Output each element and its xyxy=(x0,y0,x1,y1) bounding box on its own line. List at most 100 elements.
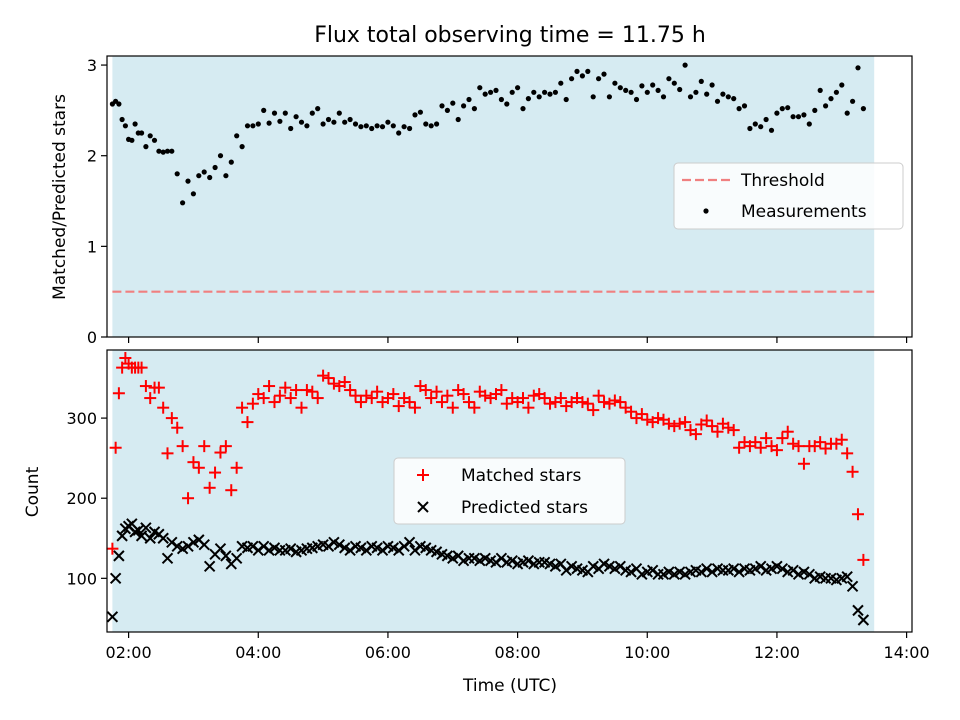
matched-point xyxy=(419,384,432,397)
measurement-point xyxy=(196,173,202,179)
predicted-point xyxy=(728,563,740,575)
measurement-point xyxy=(174,171,180,177)
predicted-point xyxy=(106,611,119,623)
measurement-point xyxy=(693,89,699,95)
measurement-point xyxy=(660,94,667,100)
measurement-point xyxy=(509,89,515,95)
matched-point xyxy=(797,457,810,470)
matched-point xyxy=(441,389,454,402)
matched-point xyxy=(246,397,259,410)
matched-point xyxy=(581,397,594,410)
measurement-point xyxy=(515,85,521,91)
measurement-point xyxy=(687,94,694,100)
matched-point xyxy=(219,440,232,453)
matched-point xyxy=(706,420,719,433)
measurement-point xyxy=(169,148,175,154)
measurement-point xyxy=(574,68,580,74)
matched-point xyxy=(592,389,605,402)
measurement-point xyxy=(201,169,207,175)
measurement-point xyxy=(823,103,829,109)
predicted-point xyxy=(230,552,243,565)
predicted-point xyxy=(214,542,227,555)
matched-point xyxy=(625,405,638,418)
matched-point xyxy=(711,425,724,438)
measurement-point xyxy=(412,112,418,118)
matched-point xyxy=(787,437,800,450)
measurement-point xyxy=(352,121,359,127)
measurement-point xyxy=(439,103,445,109)
measurement-point xyxy=(132,121,138,127)
predicted-point xyxy=(140,522,152,534)
threshold-legend-label: Threshold xyxy=(740,171,825,191)
matched-point xyxy=(760,432,773,445)
predicted-point xyxy=(403,536,416,548)
matched-point xyxy=(554,392,567,405)
measurement-point xyxy=(628,89,634,95)
measurement-point xyxy=(277,118,283,124)
measurement-point xyxy=(758,124,764,130)
matched-point xyxy=(495,384,508,397)
measurement-point xyxy=(336,110,342,116)
measurement-point xyxy=(850,98,856,104)
measurement-point xyxy=(779,106,785,112)
matched-point xyxy=(203,481,216,494)
measurement-point xyxy=(547,91,553,97)
measurement-point xyxy=(407,125,413,132)
matched-point xyxy=(598,396,611,409)
x-axis-label: Time (UTC) xyxy=(462,676,557,696)
x-tick-label: 04:00 xyxy=(235,643,281,662)
predicted-point xyxy=(776,563,789,575)
measurement-point xyxy=(147,133,153,139)
matched-point xyxy=(538,392,551,405)
matched-point xyxy=(268,396,281,409)
measurement-point xyxy=(720,91,726,97)
measurement-point xyxy=(143,144,149,150)
matched-point xyxy=(403,396,416,409)
measurement-point xyxy=(228,159,234,165)
matched-point xyxy=(236,401,249,414)
matched-point xyxy=(106,542,119,555)
matched-point xyxy=(171,421,184,434)
measurement-point xyxy=(116,101,122,107)
measurement-point xyxy=(185,178,191,184)
measurement-point xyxy=(455,116,461,123)
predicted-point xyxy=(161,552,174,565)
matched-point xyxy=(770,444,783,457)
measurement-point xyxy=(217,153,224,159)
matched-point xyxy=(608,394,621,407)
measurement-point xyxy=(156,148,162,154)
measurement-point xyxy=(828,96,834,102)
measurement-point xyxy=(223,173,229,179)
matched-point xyxy=(192,461,205,474)
matched-point xyxy=(641,413,654,426)
measurement-point xyxy=(122,123,128,129)
measurement-point xyxy=(639,83,645,89)
measurement-point xyxy=(309,110,315,116)
measurement-point xyxy=(244,123,251,129)
matched-point xyxy=(284,392,297,405)
measurement-legend-label: Measurements xyxy=(741,202,867,222)
measurement-point xyxy=(151,137,158,143)
measurement-point xyxy=(536,94,542,100)
measurement-point xyxy=(860,106,867,112)
matched-point xyxy=(144,392,157,405)
top-y-tick-label: 3 xyxy=(87,56,97,75)
measurement-point xyxy=(266,120,272,126)
measurement-point xyxy=(709,82,715,88)
predicted-point xyxy=(144,532,156,544)
matched-point xyxy=(360,389,373,402)
measurement-point xyxy=(785,105,791,111)
measurement-point xyxy=(585,68,591,74)
matched-point xyxy=(776,432,789,445)
matched-point xyxy=(527,389,540,402)
predicted-point xyxy=(506,554,518,567)
predicted-point xyxy=(733,566,745,578)
measurement-point xyxy=(212,164,218,171)
measurement-point xyxy=(488,89,494,95)
measurement-point xyxy=(590,94,596,100)
measurement-point xyxy=(160,149,166,155)
matched-point xyxy=(214,446,227,459)
x-tick-label: 06:00 xyxy=(365,643,411,662)
top-y-ticks: 0 1 2 3 xyxy=(87,56,107,347)
